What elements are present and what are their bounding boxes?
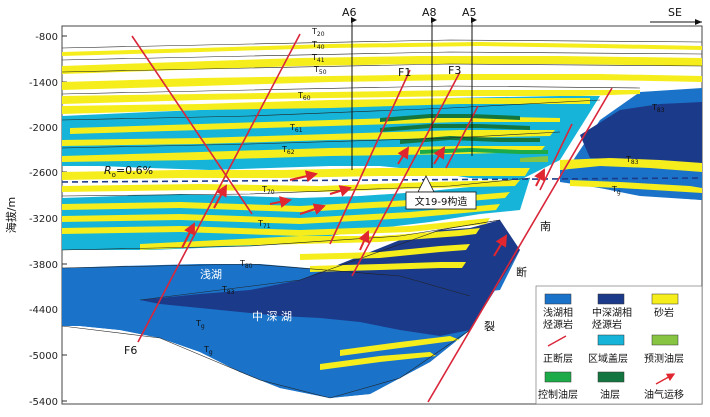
y-tick-label: -1400 <box>29 78 58 89</box>
well-label-a5: A5 <box>462 6 477 19</box>
legend-label: 油气运移 <box>644 388 684 401</box>
svg-text:T83: T83 <box>651 103 665 114</box>
deep-lake-source-right <box>580 102 702 165</box>
legend-label: 浅湖相 <box>543 306 573 319</box>
legend-swatch-regional-seal <box>597 334 625 346</box>
y-tick-label: -5000 <box>29 351 58 362</box>
legend-label: 预测油层 <box>644 352 684 365</box>
ro-label: Ro=0.6% <box>104 164 153 179</box>
svg-text:T40: T40 <box>311 40 325 51</box>
legend-label: 砂岩 <box>654 306 674 319</box>
svg-text:T83: T83 <box>221 285 235 296</box>
fault-line-f3 <box>351 71 461 277</box>
fault-label-f3: F3 <box>448 64 461 77</box>
svg-text:T60: T60 <box>297 91 311 102</box>
horizon-lines <box>61 39 703 399</box>
svg-text:Tg: Tg <box>195 319 205 330</box>
legend-swatch-shallow-lake <box>544 293 572 305</box>
fault-zone-char: 断 <box>516 265 527 279</box>
svg-text:T71: T71 <box>257 219 271 230</box>
unit-label-shallow-lake: 浅湖 <box>200 268 222 281</box>
legend-swatch-migration <box>655 373 676 385</box>
fault-line <box>539 123 573 191</box>
legend: 浅湖相 烃源岩 中深湖相 烃源岩 砂岩 正断层 区域盖层 预测油层 控制油层 油… <box>535 285 703 405</box>
oil-layer-lenses <box>380 114 548 162</box>
y-tick-label: -2600 <box>29 168 58 179</box>
structure-label: 文19-9构造 <box>415 195 468 208</box>
horizon-labels: T20 T40 T41 T50 T60 T61 T62 T70 T71 T80 … <box>195 27 665 356</box>
fault-line-south <box>427 87 613 403</box>
svg-text:T83: T83 <box>625 155 639 166</box>
migration-arrows <box>181 146 545 257</box>
svg-text:T61: T61 <box>289 123 303 134</box>
ro-isoline <box>61 177 703 183</box>
legend-swatch-oil-layer <box>597 371 625 383</box>
svg-text:T20: T20 <box>311 27 325 38</box>
fault-label-f6: F6 <box>124 344 137 357</box>
direction-indicator: SE <box>650 6 702 25</box>
structure-callout: 文19-9构造 <box>405 175 477 210</box>
svg-text:T80: T80 <box>239 259 253 270</box>
y-axis-label: 海拔/m <box>4 197 18 233</box>
fault-line <box>131 35 253 215</box>
svg-text:T70: T70 <box>261 185 275 196</box>
well-label-a6: A6 <box>342 6 357 19</box>
y-tick-label: -3200 <box>29 214 58 225</box>
svg-text:Tg: Tg <box>203 345 213 356</box>
legend-label: 烃源岩 <box>543 318 573 331</box>
legend-label: 正断层 <box>543 352 573 365</box>
y-tick-label: -800 <box>35 32 58 43</box>
y-tick-label: -4400 <box>29 305 58 316</box>
y-axis: -800 -1400 -2000 -2600 -3200 -3800 -4400… <box>4 32 67 408</box>
sandstone-bands <box>62 42 702 370</box>
svg-text:T50: T50 <box>313 65 327 76</box>
legend-swatch-predicted-oil <box>651 334 679 346</box>
legend-label: 中深湖相 <box>592 306 632 319</box>
shallow-lake-source-lower <box>62 290 470 398</box>
fault-line-f1 <box>329 69 411 245</box>
legend-label: 烃源岩 <box>592 318 622 331</box>
legend-swatch-normal-fault <box>547 335 567 347</box>
y-tick-label: -2000 <box>29 123 58 134</box>
svg-text:Tg: Tg <box>611 185 621 196</box>
legend-label: 区域盖层 <box>588 352 628 365</box>
well-label-a8: A8 <box>422 6 437 19</box>
sandstone-right-band <box>570 180 702 193</box>
sandstone-right-band <box>560 158 702 172</box>
y-tick-label: -3800 <box>29 260 58 271</box>
legend-swatch-sandstone <box>651 293 679 305</box>
fault-zone-char: 裂 <box>484 320 495 333</box>
svg-text:Ro=0.6%: Ro=0.6% <box>104 164 153 179</box>
fault-zone-char: 南 <box>540 220 551 233</box>
legend-swatch-deep-lake <box>597 293 625 305</box>
svg-text:T62: T62 <box>281 145 295 156</box>
wells <box>351 17 477 170</box>
fault-line <box>445 105 479 169</box>
legend-label: 控制油层 <box>538 388 578 401</box>
legend-swatch-proven-oil <box>544 371 572 383</box>
direction-label: SE <box>668 6 682 19</box>
y-tick-label: -5400 <box>29 397 58 408</box>
svg-text:T41: T41 <box>311 53 325 64</box>
fault-label-f1: F1 <box>398 66 411 79</box>
unit-label-deep-lake: 中 深 湖 <box>252 310 292 323</box>
legend-label: 油层 <box>600 388 620 401</box>
